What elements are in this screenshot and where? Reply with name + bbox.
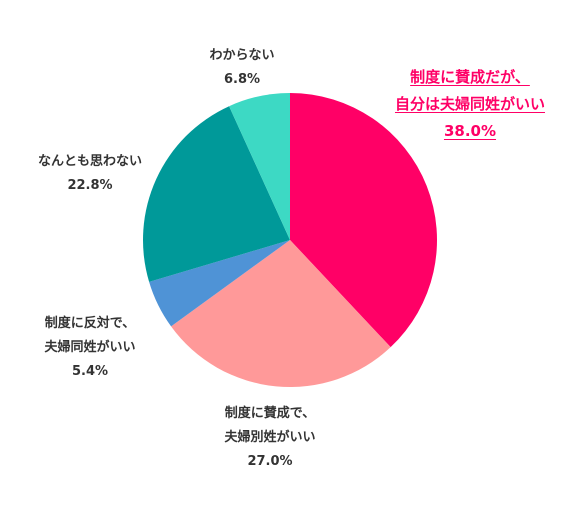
slice-label-oppose-same-surname: 制度に反対で、 夫婦同姓がいい 5.4% [10, 312, 170, 384]
slice-label-dont-know: わからない 6.8% [182, 44, 302, 92]
slice-value-label: 22.8% [67, 178, 113, 193]
slice-label-line: 制度に賛成で、 [224, 406, 316, 421]
slice-label-line: わからない [209, 48, 275, 63]
slice-label-support-but-same-surname: 制度に賛成だが、 自分は夫婦同姓がいい 38.0% [360, 64, 580, 145]
pie-slice-no-opinion [143, 106, 290, 282]
pie-slice-support-separate-surname [171, 240, 391, 388]
slice-label-no-opinion: なんとも思わない 22.8% [10, 150, 170, 198]
pie-slice-oppose-same-surname [149, 240, 290, 327]
slice-label-support-separate-surname: 制度に賛成で、 夫婦別姓がいい 27.0% [190, 402, 350, 474]
slice-label-line: なんとも思わない [37, 154, 142, 169]
pie-slice-support-but-same-surname [290, 93, 438, 348]
slice-value-label: 38.0% [443, 122, 497, 140]
slice-label-line: 夫婦同姓がいい [44, 340, 136, 355]
slice-label-line: 制度に賛成だが、 [410, 68, 530, 86]
slice-label-line: 制度に反対で、 [44, 316, 136, 331]
slice-label-line: 自分は夫婦同姓がいい [394, 95, 545, 113]
slice-value-label: 6.8% [223, 72, 261, 87]
pie-slices [143, 93, 438, 388]
slice-value-label: 5.4% [71, 364, 109, 379]
slice-value-label: 27.0% [247, 454, 293, 469]
pie-slice-dont-know [229, 93, 290, 240]
slice-label-line: 夫婦別姓がいい [224, 430, 316, 445]
